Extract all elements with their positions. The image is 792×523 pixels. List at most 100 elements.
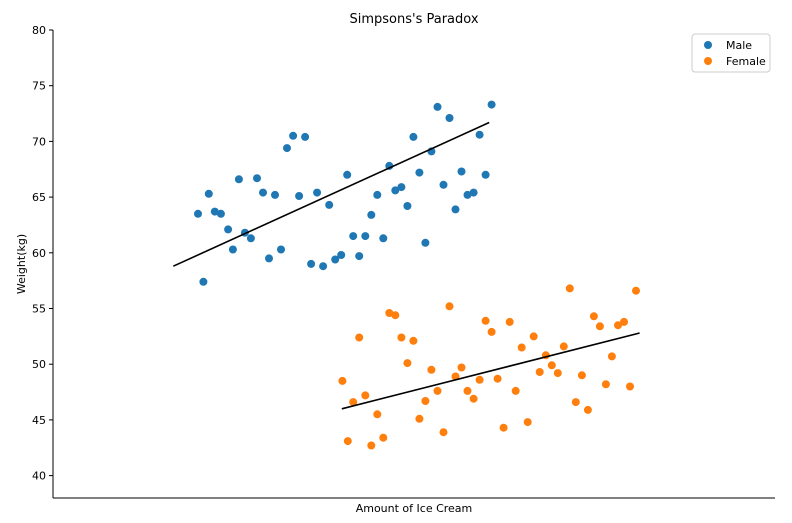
data-point-female bbox=[607, 352, 616, 361]
data-point-male bbox=[403, 202, 412, 210]
data-point-female bbox=[367, 441, 376, 450]
data-point-male bbox=[228, 245, 237, 254]
data-point-male bbox=[319, 262, 328, 271]
y-tick-label: 70 bbox=[32, 135, 46, 148]
data-point-female bbox=[589, 312, 598, 321]
data-point-female bbox=[517, 343, 526, 352]
data-point-male bbox=[379, 234, 388, 243]
trend-lines bbox=[172, 121, 640, 410]
data-point-male bbox=[469, 188, 478, 197]
data-point-male bbox=[445, 114, 454, 122]
data-point-female bbox=[632, 286, 640, 295]
data-point-male bbox=[265, 254, 273, 263]
data-point-male bbox=[331, 255, 340, 264]
data-point-male bbox=[277, 245, 285, 254]
data-point-male bbox=[463, 190, 472, 199]
data-point-male bbox=[421, 238, 430, 247]
data-point-male bbox=[391, 186, 400, 195]
data-point-male bbox=[349, 232, 358, 241]
data-point-male bbox=[283, 144, 291, 153]
data-point-male bbox=[487, 100, 496, 109]
data-point-female bbox=[565, 284, 574, 293]
data-point-male bbox=[451, 205, 460, 214]
y-axis-ticks: 40 45 50 55 60 65 70 75 80 bbox=[32, 24, 53, 483]
legend: Male Female bbox=[691, 33, 771, 73]
data-point-female bbox=[493, 374, 502, 383]
data-point-female bbox=[601, 380, 610, 389]
data-point-female bbox=[463, 386, 472, 395]
data-point-female bbox=[577, 371, 586, 380]
data-point-male bbox=[307, 259, 316, 268]
data-point-male bbox=[271, 190, 279, 199]
data-point-male bbox=[415, 168, 424, 177]
data-point-female bbox=[445, 302, 454, 311]
data-point-female bbox=[547, 361, 556, 370]
y-tick-label: 55 bbox=[32, 303, 46, 316]
data-point-male bbox=[361, 232, 370, 241]
data-point-male bbox=[259, 188, 267, 197]
data-point-female bbox=[523, 418, 532, 427]
data-point-female bbox=[571, 398, 580, 407]
data-point-male bbox=[301, 132, 310, 141]
trend-line-male bbox=[172, 121, 490, 267]
data-point-female bbox=[415, 414, 424, 423]
data-point-female bbox=[373, 410, 382, 419]
data-point-male bbox=[210, 207, 219, 216]
data-point-male bbox=[409, 132, 418, 141]
data-point-male bbox=[367, 210, 376, 219]
legend-label-male: Male bbox=[726, 39, 752, 52]
data-point-male bbox=[337, 251, 346, 259]
data-point-male bbox=[295, 192, 304, 200]
data-point-female bbox=[385, 309, 394, 317]
data-point-female bbox=[439, 428, 448, 437]
data-point-female bbox=[343, 437, 352, 446]
data-point-female bbox=[505, 317, 514, 326]
data-point-female bbox=[553, 369, 562, 378]
y-tick-label: 40 bbox=[32, 470, 46, 483]
y-tick-label: 80 bbox=[32, 24, 46, 37]
data-point-female bbox=[481, 316, 490, 325]
data-point-female bbox=[451, 372, 460, 381]
data-point-female bbox=[583, 405, 592, 414]
legend-label-female: Female bbox=[726, 55, 766, 68]
legend-marker-female bbox=[704, 57, 712, 65]
y-tick-label: 45 bbox=[32, 414, 46, 427]
data-point-male bbox=[355, 252, 364, 261]
data-point-male bbox=[253, 174, 261, 183]
data-point-male bbox=[224, 225, 233, 234]
data-point-female bbox=[535, 368, 544, 376]
data-point-male bbox=[289, 131, 298, 140]
data-point-female bbox=[475, 375, 484, 384]
data-point-male bbox=[481, 170, 490, 179]
data-point-male bbox=[313, 188, 322, 197]
y-tick-label: 65 bbox=[32, 191, 46, 204]
data-point-female bbox=[457, 363, 466, 372]
data-point-male bbox=[204, 189, 213, 198]
data-point-female bbox=[595, 322, 604, 331]
data-point-male bbox=[216, 209, 225, 218]
data-point-female bbox=[433, 386, 442, 395]
data-point-female bbox=[614, 321, 622, 330]
data-point-female bbox=[487, 327, 496, 336]
data-point-female bbox=[469, 394, 478, 403]
data-point-female bbox=[397, 333, 406, 342]
y-tick-label: 75 bbox=[32, 80, 46, 93]
y-tick-label: 60 bbox=[32, 247, 46, 260]
data-point-female bbox=[361, 391, 370, 400]
y-tick-label: 50 bbox=[32, 358, 46, 371]
data-point-female bbox=[499, 423, 508, 432]
data-point-female bbox=[620, 317, 628, 326]
data-point-male bbox=[457, 167, 466, 176]
data-point-female bbox=[379, 433, 388, 442]
data-point-male bbox=[246, 234, 255, 243]
data-point-male bbox=[439, 180, 448, 189]
data-point-female bbox=[421, 397, 430, 405]
y-axis-label: Weight(kg) bbox=[15, 234, 28, 294]
data-point-female bbox=[403, 359, 412, 368]
data-point-female bbox=[511, 386, 520, 395]
data-points bbox=[194, 100, 640, 450]
data-point-female bbox=[338, 376, 347, 385]
data-point-male bbox=[194, 209, 202, 218]
data-point-female bbox=[409, 336, 418, 345]
